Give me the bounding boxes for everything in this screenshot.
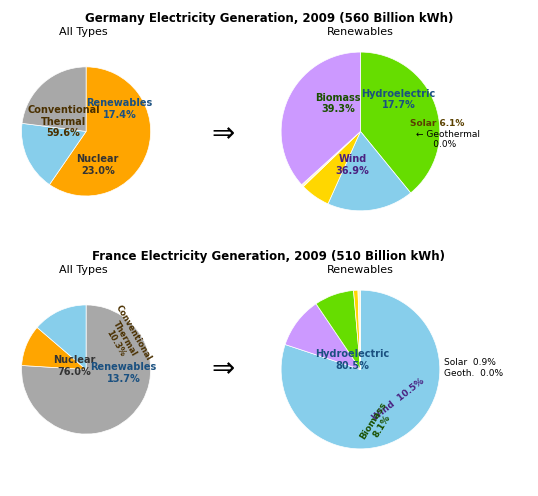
Text: All Types: All Types [59, 265, 108, 275]
Text: Renewables: Renewables [327, 27, 394, 37]
Wedge shape [328, 131, 410, 211]
Wedge shape [360, 52, 440, 193]
Text: Hydroelectric
17.7%: Hydroelectric 17.7% [362, 89, 436, 111]
Text: Biomass
8.1%: Biomass 8.1% [358, 400, 398, 446]
Text: Renewables
17.4%: Renewables 17.4% [87, 98, 153, 120]
Text: ⇒: ⇒ [211, 356, 235, 383]
Wedge shape [49, 67, 151, 196]
Text: Germany Electricity Generation, 2009 (560 Billion kWh): Germany Electricity Generation, 2009 (56… [85, 12, 453, 25]
Wedge shape [353, 290, 360, 370]
Text: France Electricity Generation, 2009 (510 Billion kWh): France Electricity Generation, 2009 (510… [93, 250, 445, 263]
Wedge shape [316, 291, 360, 370]
Wedge shape [22, 327, 86, 370]
Text: Wind
36.9%: Wind 36.9% [336, 154, 370, 176]
Wedge shape [302, 131, 360, 186]
Text: Biomass
39.3%: Biomass 39.3% [315, 93, 361, 115]
Wedge shape [281, 52, 360, 185]
Wedge shape [37, 305, 86, 370]
Text: Renewables
13.7%: Renewables 13.7% [90, 362, 157, 383]
Text: Wind  10.5%: Wind 10.5% [371, 376, 426, 423]
Wedge shape [22, 67, 86, 131]
Text: Renewables: Renewables [327, 265, 394, 275]
Wedge shape [285, 304, 360, 370]
Text: All Types: All Types [59, 27, 108, 37]
Text: Nuclear
23.0%: Nuclear 23.0% [76, 154, 119, 176]
Text: Solar 6.1%: Solar 6.1% [409, 119, 464, 128]
Text: ⇒: ⇒ [211, 120, 235, 148]
Text: Nuclear
76.0%: Nuclear 76.0% [53, 356, 96, 377]
Wedge shape [22, 124, 86, 185]
Text: Solar  0.9%
Geoth.  0.0%: Solar 0.9% Geoth. 0.0% [444, 358, 503, 377]
Wedge shape [358, 290, 360, 370]
Wedge shape [281, 290, 440, 449]
Text: ← Geothermal
      0.0%: ← Geothermal 0.0% [416, 129, 480, 149]
Text: Conventional
Thermal
10.3%: Conventional Thermal 10.3% [96, 304, 153, 373]
Wedge shape [303, 131, 360, 204]
Wedge shape [22, 305, 151, 434]
Text: Conventional
Thermal
59.6%: Conventional Thermal 59.6% [27, 105, 100, 138]
Text: Hydroelectric
80.5%: Hydroelectric 80.5% [315, 349, 390, 371]
